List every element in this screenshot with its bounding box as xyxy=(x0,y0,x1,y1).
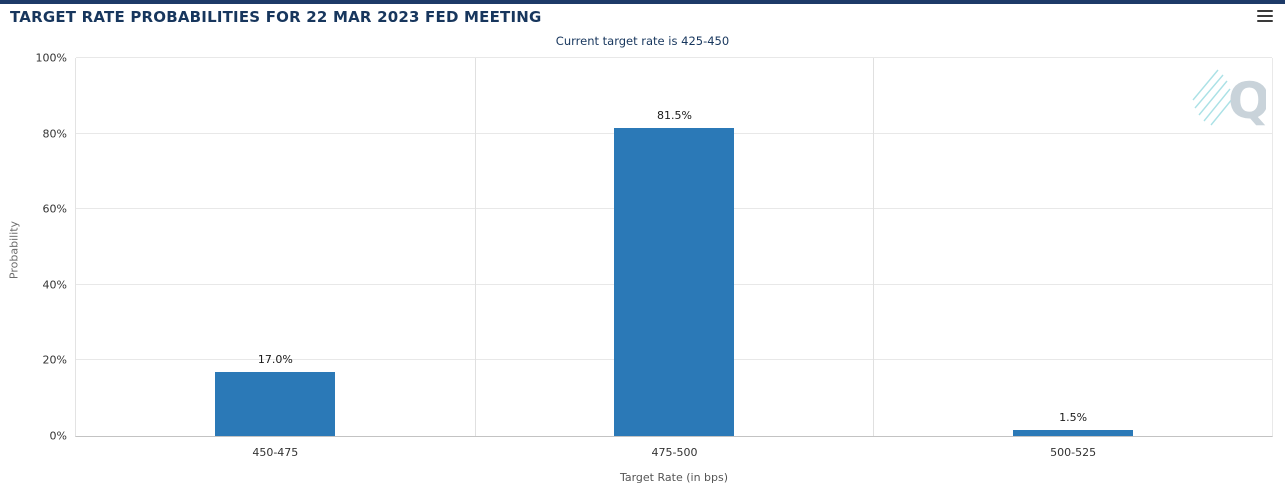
menu-bar xyxy=(1257,15,1273,17)
x-tick-label: 450-475 xyxy=(252,446,299,459)
page-title: TARGET RATE PROBABILITIES FOR 22 MAR 202… xyxy=(10,8,542,26)
y-tick-label: 20% xyxy=(42,353,67,367)
chart-subtitle: Current target rate is 425-450 xyxy=(555,34,730,48)
x-tick-label: 475-500 xyxy=(651,446,698,459)
category-slot: 17.0% 450-475 xyxy=(76,58,475,459)
x-tick-label: 500-525 xyxy=(1050,446,1097,459)
y-tick-label: 100% xyxy=(35,51,67,65)
y-tick-label: 60% xyxy=(42,202,67,216)
hamburger-menu-icon[interactable] xyxy=(1257,10,1273,22)
gridline xyxy=(76,57,1272,58)
y-tick-label: 40% xyxy=(42,278,67,292)
probability-bar[interactable] xyxy=(1013,430,1134,436)
plot-area: Q 0% 20% 40% 60% 80% 100% 17.0% 450-475 81.5% 475… xyxy=(36,52,1273,459)
top-accent-bar xyxy=(0,0,1285,4)
y-tick-label: 0% xyxy=(49,429,67,443)
bar-value-label: 81.5% xyxy=(657,108,692,122)
bar-value-label: 1.5% xyxy=(1059,411,1088,425)
probability-bar[interactable] xyxy=(614,127,735,436)
y-axis-title: Probability xyxy=(7,220,21,280)
bar-value-label: 17.0% xyxy=(257,352,293,366)
category-slot: 1.5% 500-525 xyxy=(873,58,1272,459)
menu-bar xyxy=(1257,10,1273,12)
probability-bar[interactable] xyxy=(215,371,336,436)
category-slot: 81.5% 475-500 xyxy=(474,58,874,459)
x-axis-title: Target Rate (in bps) xyxy=(619,471,729,484)
y-tick-label: 80% xyxy=(42,127,67,141)
menu-bar xyxy=(1257,20,1273,22)
